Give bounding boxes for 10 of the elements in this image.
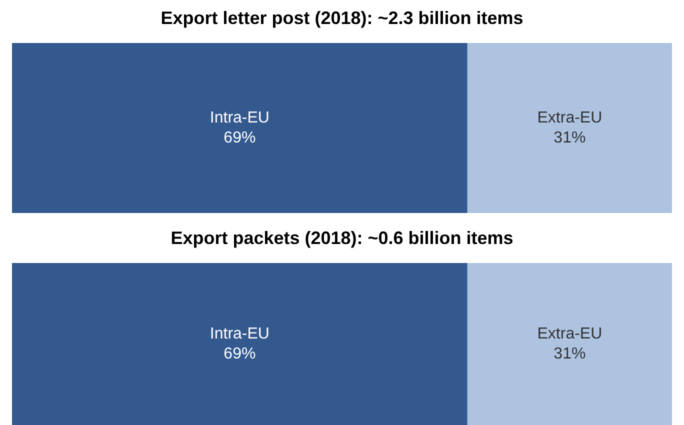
series-label: Intra-EU	[210, 110, 270, 126]
data-label: 69%	[224, 346, 256, 362]
data-label: 69%	[224, 130, 256, 146]
series-label: Intra-EU	[210, 326, 270, 342]
chart-title: Export letter post (2018): ~2.3 billion items	[160, 8, 524, 28]
series-label: Extra-EU	[537, 110, 602, 126]
series-label: Extra-EU	[537, 326, 602, 342]
chart-title: Export packets (2018): ~0.6 billion items	[170, 228, 514, 248]
data-label: 31%	[554, 130, 586, 146]
data-label: 31%	[554, 346, 586, 362]
